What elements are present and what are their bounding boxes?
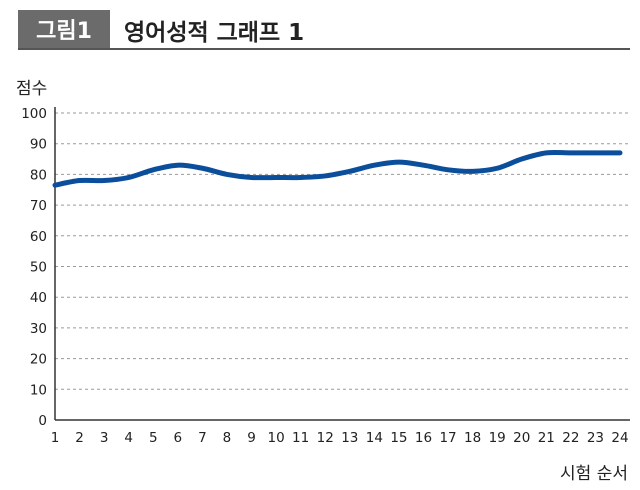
x-tick-label-23: 23 — [587, 430, 604, 446]
x-tick-label-18: 18 — [464, 430, 481, 446]
y-tick-label-30: 30 — [30, 321, 47, 337]
y-tick-label-0: 0 — [38, 413, 47, 429]
y-tick-label-40: 40 — [30, 290, 47, 306]
x-tick-label-15: 15 — [390, 430, 407, 446]
y-axis-label: 점수 — [16, 79, 48, 99]
y-tick-label-60: 60 — [30, 229, 47, 245]
figure-header: 그림1 영어성적 그래프 1 — [18, 10, 630, 50]
x-tick-label-10: 10 — [267, 430, 284, 446]
x-tick-label-5: 5 — [149, 430, 158, 446]
x-tick-label-3: 3 — [100, 430, 109, 446]
x-tick-label-12: 12 — [317, 430, 334, 446]
x-tick-label-16: 16 — [415, 430, 432, 446]
x-tick-label-20: 20 — [513, 430, 530, 446]
x-tick-label-14: 14 — [366, 430, 383, 446]
x-tick-label-1: 1 — [51, 430, 60, 446]
y-tick-label-90: 90 — [30, 137, 47, 153]
x-tick-label-21: 21 — [538, 430, 555, 446]
y-tick-label-100: 100 — [21, 106, 47, 122]
x-axis-label: 시험 순서 — [560, 464, 628, 484]
x-tick-label-13: 13 — [341, 430, 358, 446]
y-tick-label-10: 10 — [30, 382, 47, 398]
x-tick-label-19: 19 — [489, 430, 506, 446]
header-rule — [18, 48, 630, 50]
x-tick-label-11: 11 — [292, 430, 309, 446]
figure-number-badge: 그림1 — [18, 10, 110, 48]
series-line-0 — [52, 149, 623, 188]
figure-title: 영어성적 그래프 1 — [124, 20, 305, 46]
x-tick-label-17: 17 — [439, 430, 456, 446]
y-tick-label-70: 70 — [30, 198, 47, 214]
y-tick-label-20: 20 — [30, 352, 47, 368]
y-tick-label-80: 80 — [30, 167, 47, 183]
x-tick-label-7: 7 — [198, 430, 207, 446]
x-tick-label-22: 22 — [562, 430, 579, 446]
x-tick-label-4: 4 — [124, 430, 133, 446]
x-tick-label-2: 2 — [75, 430, 84, 446]
x-tick-label-8: 8 — [223, 430, 232, 446]
x-tick-label-6: 6 — [174, 430, 183, 446]
x-tick-label-9: 9 — [247, 430, 256, 446]
y-tick-label-50: 50 — [30, 260, 47, 276]
x-tick-label-24: 24 — [611, 430, 628, 446]
